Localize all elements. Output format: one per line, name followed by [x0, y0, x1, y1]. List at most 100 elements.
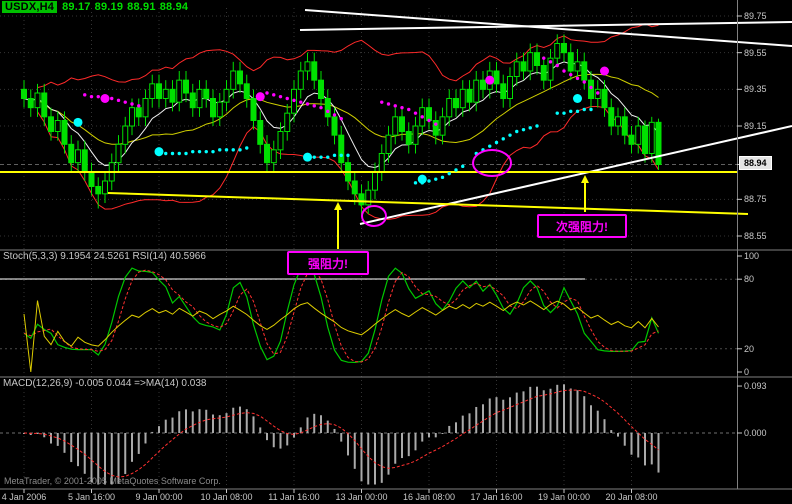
candle[interactable]	[34, 92, 41, 109]
candle[interactable]	[297, 70, 304, 90]
candle[interactable]	[270, 149, 277, 164]
candle[interactable]	[507, 75, 513, 99]
candle[interactable]	[257, 119, 264, 145]
candle[interactable]	[358, 193, 365, 206]
candle[interactable]	[601, 88, 608, 109]
candle[interactable]	[480, 79, 486, 90]
candle[interactable]	[304, 61, 311, 72]
candle[interactable]	[277, 130, 284, 151]
candle[interactable]	[567, 52, 574, 72]
candle[interactable]	[210, 97, 216, 118]
candle[interactable]	[554, 42, 561, 59]
candle[interactable]	[102, 180, 108, 195]
candle[interactable]	[628, 134, 635, 145]
candle[interactable]	[459, 88, 466, 109]
candle[interactable]	[581, 61, 588, 81]
highlight-ellipse[interactable]	[361, 205, 387, 227]
candle[interactable]	[500, 83, 507, 99]
candle[interactable]	[81, 149, 88, 173]
candle[interactable]	[21, 88, 27, 99]
candle[interactable]	[95, 185, 102, 195]
candle[interactable]	[473, 79, 480, 103]
candle[interactable]	[61, 119, 68, 145]
candle[interactable]	[230, 70, 237, 90]
candle[interactable]	[608, 107, 615, 127]
annotation-secondary-resistance[interactable]: 次强阻力!	[537, 214, 627, 238]
candle[interactable]	[243, 83, 250, 99]
trendline[interactable]	[107, 192, 749, 215]
candle[interactable]	[392, 116, 399, 136]
candle[interactable]	[135, 107, 142, 118]
highlight-ellipse[interactable]	[472, 149, 512, 177]
candle[interactable]	[493, 70, 500, 85]
candle[interactable]	[88, 171, 95, 187]
candle[interactable]	[189, 92, 196, 109]
candle[interactable]	[41, 92, 48, 118]
candle[interactable]	[115, 143, 122, 164]
indicator-dot	[427, 118, 431, 123]
candle[interactable]	[318, 79, 324, 99]
candle[interactable]	[216, 101, 223, 118]
indicator-dot	[569, 72, 573, 77]
candle[interactable]	[513, 61, 520, 77]
candle[interactable]	[331, 116, 338, 136]
candle[interactable]	[169, 88, 176, 103]
candle[interactable]	[426, 107, 432, 121]
annotation-strong-resistance[interactable]: 强阻力!	[287, 251, 369, 275]
candle[interactable]	[284, 112, 291, 132]
candle[interactable]	[48, 116, 54, 132]
candle[interactable]	[399, 116, 405, 132]
candle[interactable]	[142, 97, 149, 118]
candle[interactable]	[405, 130, 412, 145]
candle[interactable]	[648, 121, 655, 154]
candle[interactable]	[378, 152, 385, 173]
candle[interactable]	[156, 83, 162, 99]
candle[interactable]	[621, 116, 628, 136]
candle[interactable]	[68, 143, 75, 164]
candle[interactable]	[635, 125, 642, 145]
candle[interactable]	[338, 134, 345, 164]
trendline[interactable]	[299, 21, 792, 31]
candle[interactable]	[351, 180, 358, 195]
candle[interactable]	[250, 97, 257, 121]
candle[interactable]	[122, 125, 129, 145]
candle[interactable]	[561, 42, 567, 54]
candle[interactable]	[149, 83, 156, 99]
candle[interactable]	[324, 97, 331, 118]
candle[interactable]	[196, 88, 203, 109]
candle[interactable]	[372, 171, 378, 191]
candle[interactable]	[453, 97, 459, 109]
candle[interactable]	[655, 121, 662, 165]
candle[interactable]	[27, 97, 34, 109]
candle[interactable]	[176, 79, 183, 103]
candle[interactable]	[466, 88, 473, 103]
candle[interactable]	[129, 107, 135, 127]
candle[interactable]	[75, 149, 81, 164]
candle[interactable]	[540, 64, 547, 81]
candle[interactable]	[365, 189, 372, 206]
candle[interactable]	[412, 125, 419, 145]
candle[interactable]	[54, 119, 61, 132]
candle[interactable]	[385, 134, 392, 154]
candle[interactable]	[311, 61, 318, 81]
candle[interactable]	[162, 88, 169, 99]
candle[interactable]	[446, 97, 453, 118]
candle[interactable]	[615, 116, 621, 127]
candle[interactable]	[534, 52, 540, 66]
candle[interactable]	[203, 88, 210, 99]
candle[interactable]	[439, 116, 446, 136]
candle[interactable]	[527, 52, 534, 72]
candle[interactable]	[520, 61, 527, 72]
candle[interactable]	[574, 61, 581, 72]
candle[interactable]	[264, 143, 270, 164]
candle[interactable]	[588, 79, 594, 99]
candle[interactable]	[547, 57, 554, 81]
trendline[interactable]	[359, 125, 792, 225]
candle[interactable]	[432, 119, 439, 136]
candle[interactable]	[183, 79, 189, 94]
candle[interactable]	[642, 125, 648, 154]
candle[interactable]	[223, 88, 230, 103]
candle[interactable]	[237, 70, 243, 85]
trendline[interactable]	[304, 9, 792, 47]
